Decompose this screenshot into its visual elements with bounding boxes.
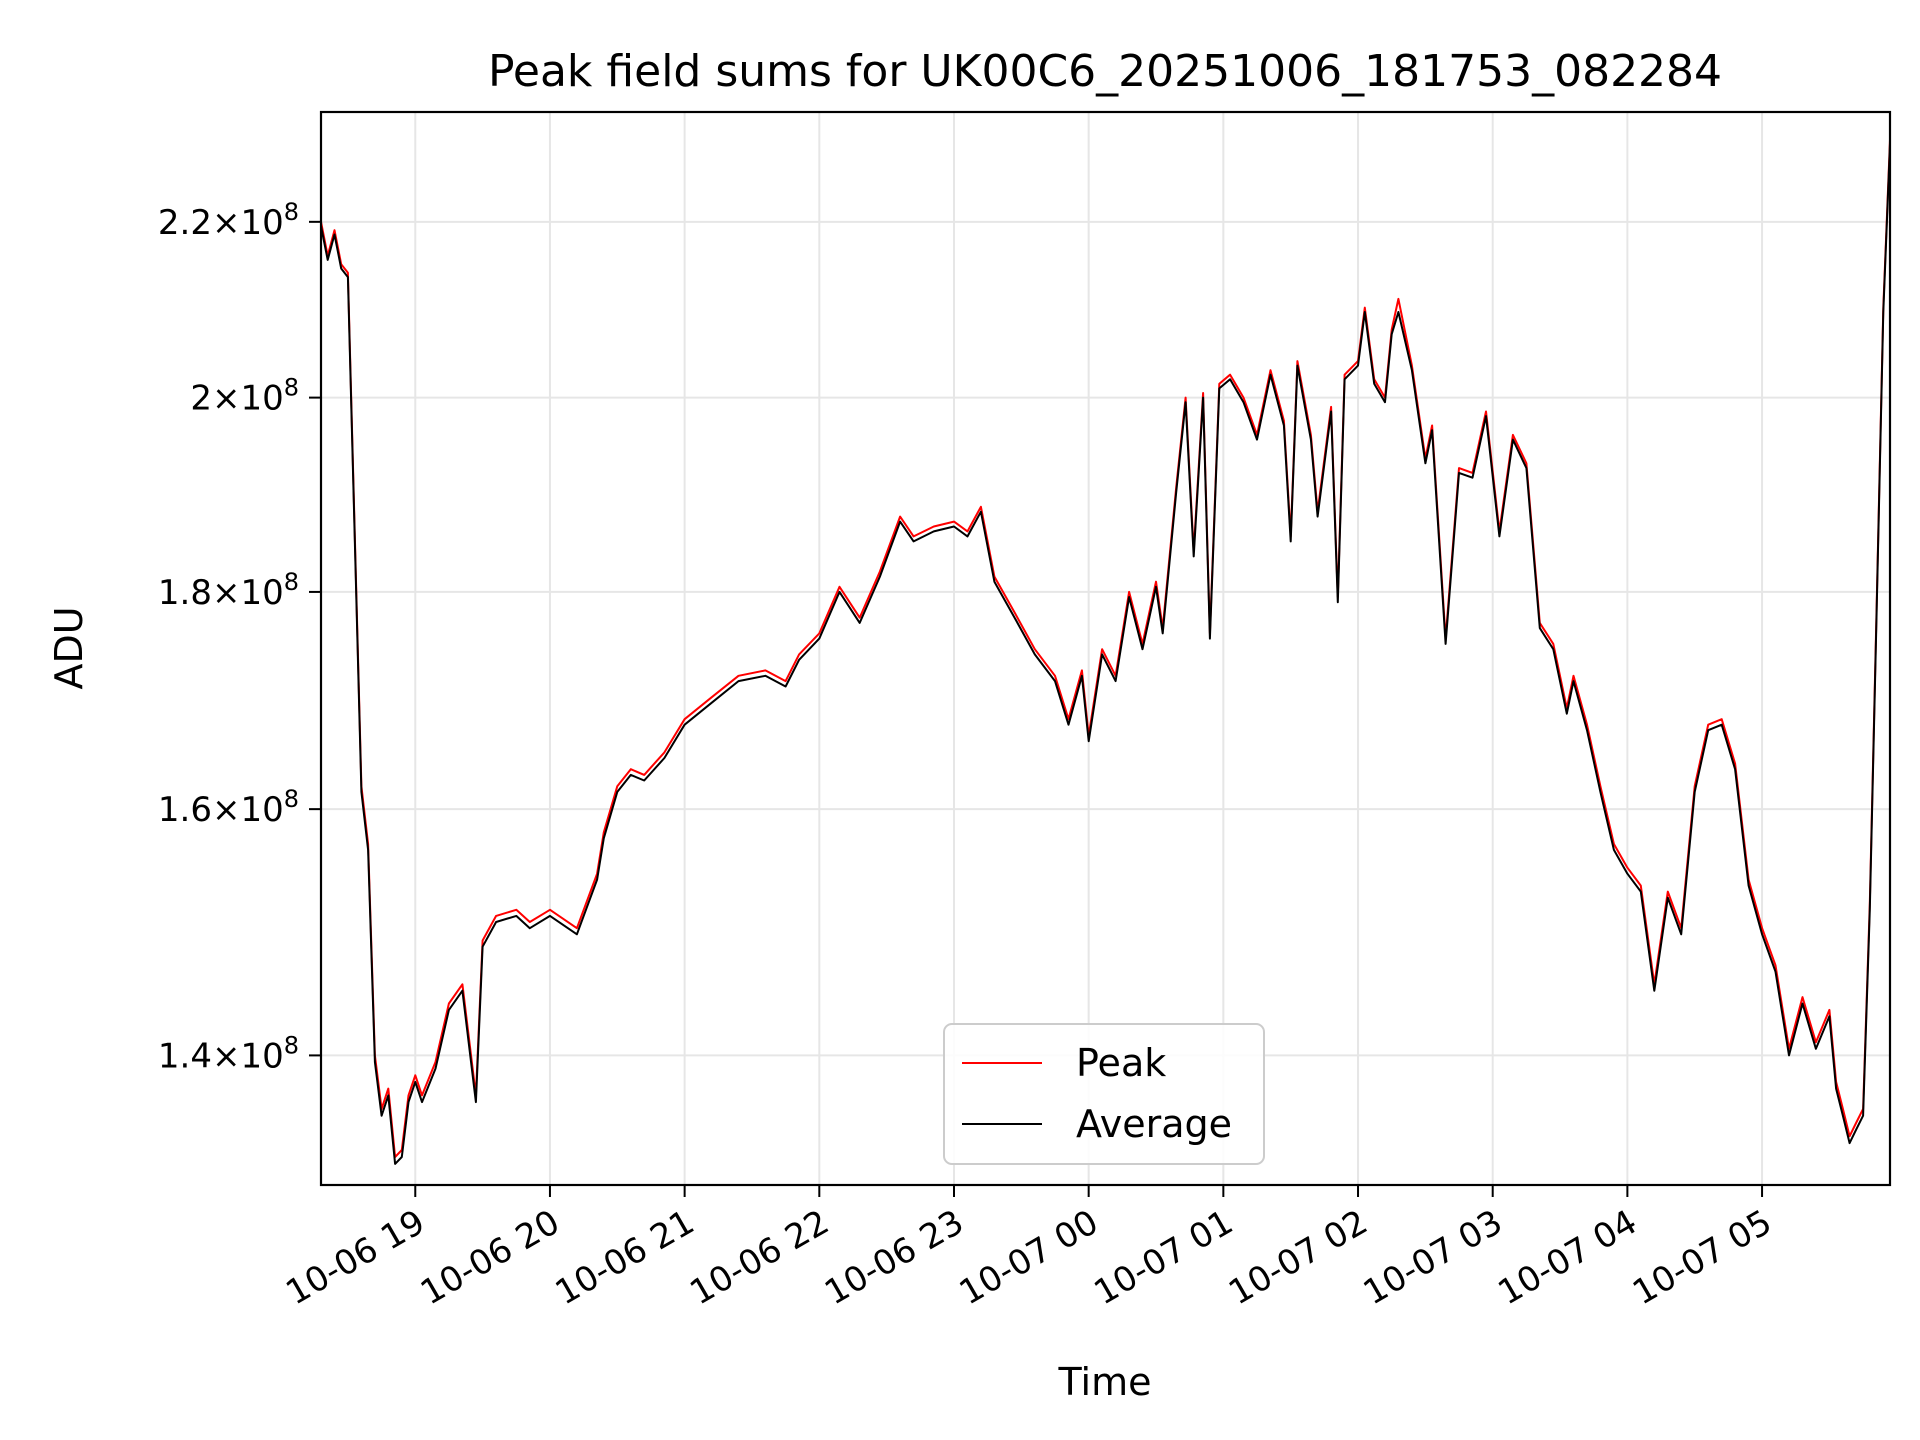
plot-frame <box>319 110 1892 1187</box>
y-axis: 1.4×108 1.6×108 1.8×108 2×108 2.2×108 <box>158 198 321 1076</box>
x-tick-label: 10-07 00 <box>953 1202 1105 1313</box>
y-tick-label: 1.8×108 <box>158 568 299 613</box>
x-tick-label: 10-07 01 <box>1087 1202 1239 1313</box>
x-tick-label: 10-07 05 <box>1626 1202 1778 1313</box>
y-axis-label: ADU <box>47 606 91 689</box>
legend: Peak Average <box>943 1023 1265 1165</box>
x-tick-label: 10-06 21 <box>549 1202 701 1313</box>
y-tick-label: 1.4×108 <box>158 1031 299 1076</box>
x-tick-label: 10-07 04 <box>1491 1202 1643 1313</box>
x-tick-label: 10-07 03 <box>1357 1202 1509 1313</box>
legend-box <box>943 1023 1265 1165</box>
series-line-peak <box>320 139 1891 1158</box>
x-tick-label: 10-06 20 <box>414 1202 566 1313</box>
chart-title: Peak field sums for UK00C6_20251006_1817… <box>488 46 1722 97</box>
series-layer <box>320 139 1891 1165</box>
series-line-average <box>320 143 1891 1165</box>
x-tick-label: 10-06 19 <box>279 1202 431 1313</box>
x-tick-label: 10-06 22 <box>683 1202 835 1313</box>
y-tick-label: 2×108 <box>190 374 299 419</box>
x-tick-label: 10-06 23 <box>818 1202 970 1313</box>
grid <box>321 112 1890 1185</box>
legend-label-peak: Peak <box>1076 1041 1166 1085</box>
x-axis-label: Time <box>1058 1360 1152 1404</box>
legend-label-average: Average <box>1076 1102 1232 1146</box>
x-tick-label: 10-07 02 <box>1222 1202 1374 1313</box>
y-tick-label: 2.2×108 <box>158 198 299 243</box>
y-tick-label: 1.6×108 <box>158 785 299 830</box>
